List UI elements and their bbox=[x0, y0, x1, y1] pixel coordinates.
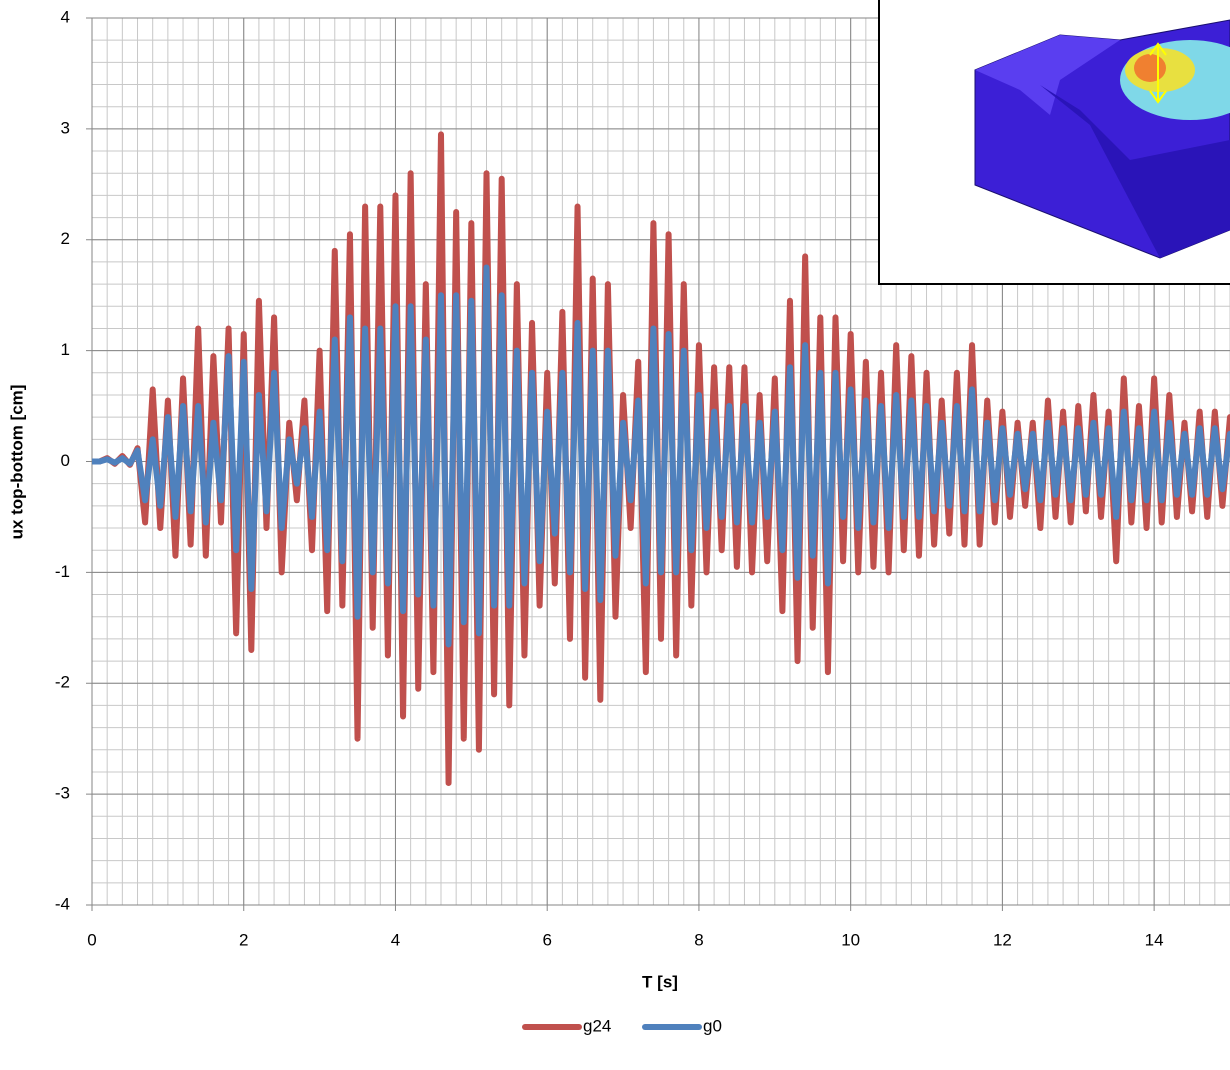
y-tick-label: -1 bbox=[55, 562, 70, 581]
x-tick-label: 14 bbox=[1145, 930, 1164, 949]
mesh-bowl-peak bbox=[1134, 54, 1166, 82]
y-axis-title: ux top-bottom [cm] bbox=[7, 385, 26, 540]
y-tick-label: 0 bbox=[61, 451, 70, 470]
x-tick-label: 6 bbox=[542, 930, 551, 949]
y-tick-label: 2 bbox=[61, 229, 70, 248]
y-tick-label: -4 bbox=[55, 894, 70, 913]
legend-label: g0 bbox=[703, 1016, 722, 1035]
y-tick-label: 3 bbox=[61, 118, 70, 137]
inset-image bbox=[879, 0, 1230, 284]
y-tick-label: -2 bbox=[55, 673, 70, 692]
chart: ux top-bottom [cm] T [s] g24 g0 -4 -3 -2 -1 0… bbox=[0, 0, 1230, 1070]
x-tick-label: 10 bbox=[841, 930, 860, 949]
y-tick-label: 1 bbox=[61, 340, 70, 359]
x-tick-label: 12 bbox=[993, 930, 1012, 949]
x-tick-label: 4 bbox=[391, 930, 400, 949]
y-tick-label: 4 bbox=[61, 7, 70, 26]
x-axis-title: T [s] bbox=[642, 972, 678, 991]
x-tick-label: 2 bbox=[239, 930, 248, 949]
x-tick-label: 0 bbox=[87, 930, 96, 949]
legend: g24 g0 bbox=[525, 1016, 722, 1035]
legend-label: g24 bbox=[583, 1016, 611, 1035]
x-tick-label: 8 bbox=[694, 930, 703, 949]
y-tick-label: -3 bbox=[55, 784, 70, 803]
